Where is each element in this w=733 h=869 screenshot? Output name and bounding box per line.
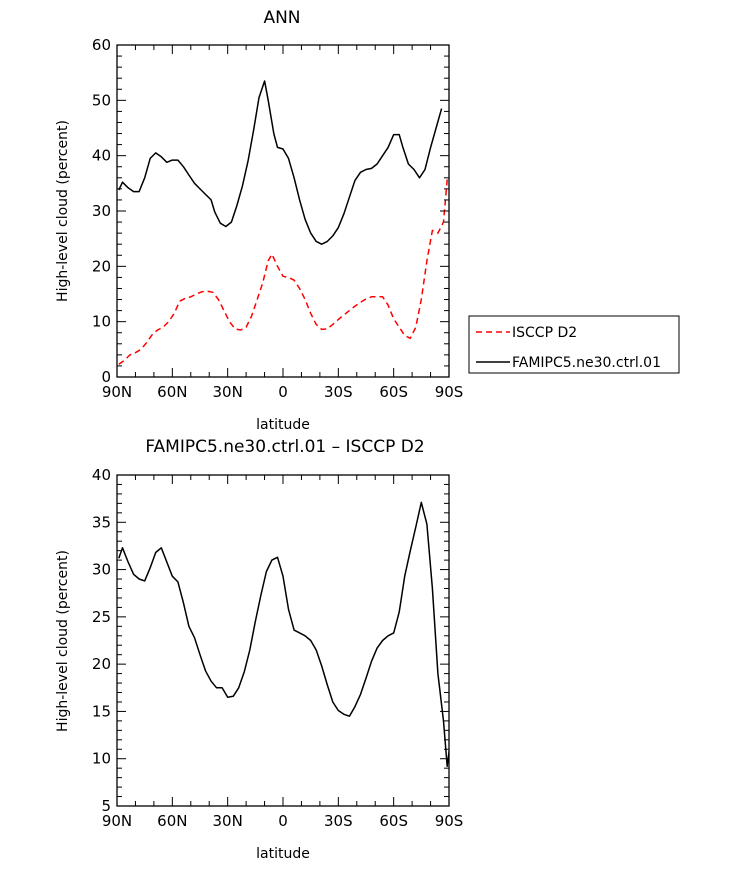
panel-bottom-tick-marks	[116, 474, 450, 807]
legend-box	[468, 315, 680, 374]
panel-bottom-y-axis-label: High-level cloud (percent)	[55, 550, 71, 732]
panel-bottom-y-tick-label: 30	[92, 561, 111, 579]
panel-top-plot-frame	[116, 44, 450, 378]
panel-bottom-x-tick-label: 60N	[157, 812, 187, 830]
panel-bottom-x-tick-label: 0	[278, 812, 288, 830]
panel-top-x-tick-label: 0	[278, 383, 288, 401]
panel-bottom-y-tick-label: 15	[92, 702, 111, 720]
panel-top-tick-marks	[116, 44, 450, 378]
panel-top-y-tick-label: 30	[92, 202, 111, 220]
panel-bottom-y-tick-labels: 5 10 15 20 25 30 35 40	[92, 466, 111, 815]
panel-bottom-x-tick-label: 90N	[102, 812, 132, 830]
panel-top-x-axis-label: latitude	[256, 417, 310, 433]
panel-top-y-axis-label: High-level cloud (percent)	[55, 120, 71, 302]
panel-bottom-x-tick-label: 30N	[213, 812, 243, 830]
panel-bottom-x-tick-label: 30S	[324, 812, 353, 830]
panel-bottom-y-tick-label: 40	[92, 466, 111, 484]
panel-bottom-series-layer	[118, 501, 449, 768]
panel-bottom-y-tick-label: 25	[92, 608, 111, 626]
panel-top-x-tick-label: 90S	[435, 383, 464, 401]
panel-top-x-tick-label: 30N	[213, 383, 243, 401]
panel-bottom-x-axis-label: latitude	[256, 846, 310, 862]
panel-bottom-plot-frame	[116, 474, 450, 807]
panel-top-y-tick-label: 40	[92, 147, 111, 165]
panel-top-y-tick-label: 20	[92, 257, 111, 275]
panel-bottom-x-tick-labels: 90N 60N 30N 0 30S 60S 90S	[102, 812, 463, 830]
panel-top-x-tick-label: 30S	[324, 383, 353, 401]
panel-top-x-tick-labels: 90N 60N 30N 0 30S 60S 90S	[102, 383, 463, 401]
panel-top-x-tick-label: 60S	[379, 383, 408, 401]
panel-top-y-tick-label: 60	[92, 36, 111, 54]
legend-label-isccp: ISCCP D2	[512, 325, 577, 341]
panel-bottom-x-tick-label: 60S	[379, 812, 408, 830]
panel-top: ANN 90N 60N 30N 0 30S 60S 90S 0 10 20 30 40 50 60 la…	[55, 8, 680, 433]
panel-top-series-line-2	[118, 80, 443, 245]
panel-top-y-tick-labels: 0 10 20 30 40 50 60	[92, 36, 111, 386]
panel-top-series-layer	[118, 80, 448, 365]
panel-top-x-tick-label: 90N	[102, 383, 132, 401]
panel-top-y-tick-label: 10	[92, 313, 111, 331]
panel-top-title: ANN	[263, 8, 300, 28]
panel-top-y-tick-label: 0	[101, 368, 111, 386]
panel-top-y-tick-label: 50	[92, 91, 111, 109]
panel-bottom-x-tick-label: 90S	[435, 812, 464, 830]
panel-bottom-y-tick-label: 35	[92, 513, 111, 531]
legend: ISCCP D2 FAMIPC5.ne30.ctrl.01	[468, 315, 680, 374]
panel-bottom-title: FAMIPC5.ne30.ctrl.01 – ISCCP D2	[145, 437, 424, 457]
legend-label-famipc5: FAMIPC5.ne30.ctrl.01	[512, 355, 661, 371]
panel-bottom: FAMIPC5.ne30.ctrl.01 – ISCCP D2 90N 60N 30…	[55, 437, 463, 862]
panel-bottom-y-tick-label: 5	[101, 797, 111, 815]
panel-top-series-line-1	[118, 179, 448, 365]
panel-bottom-y-tick-label: 10	[92, 750, 111, 768]
panel-bottom-series-line-1	[118, 501, 449, 768]
panel-top-x-tick-label: 60N	[157, 383, 187, 401]
panel-bottom-y-tick-label: 20	[92, 655, 111, 673]
